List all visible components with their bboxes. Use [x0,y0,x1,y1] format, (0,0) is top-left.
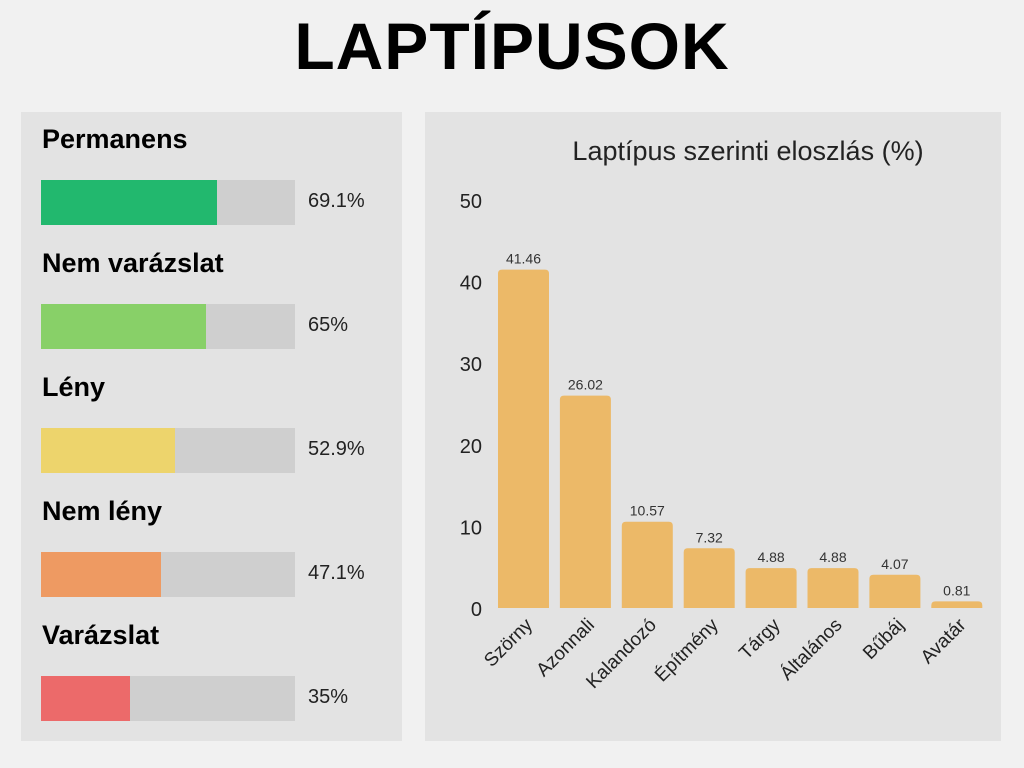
bar [498,269,549,608]
data-label: 10.57 [630,503,665,519]
progress-percent: 52.9% [308,438,365,460]
progress-label: Nem varázslat [42,248,224,278]
progress-bar-fill [41,304,207,349]
data-label: 4.88 [757,549,784,565]
data-label: 7.32 [696,529,723,545]
x-tick-label: Avatár [917,614,971,668]
chart-panel: Laptípus szerinti eloszlás (%) 0 10 20 30 40… [425,112,1001,741]
bar [683,548,735,608]
progress-bar-track [41,552,295,597]
progress-percent: 65% [308,314,349,336]
bar [559,395,611,608]
progress-panel: Permanens 69.1% Nem varázslat 65% Lény 52.9% N… [21,112,402,741]
page-title: LAPTÍPUSOK [294,9,730,83]
progress-bar-fill [41,428,176,473]
data-label: 4.07 [881,556,908,572]
bar [807,568,859,608]
progress-bar-track [41,428,295,473]
progress-bar-fill [41,552,161,597]
progress-bar-track [41,304,295,349]
progress-bar-fill [41,676,130,721]
bar [869,574,921,608]
progress-percent: 47.1% [308,562,365,584]
x-tick-label: Építmény [651,614,723,686]
y-tick-label: 50 [460,191,482,213]
data-label: 0.81 [943,582,970,598]
x-tick-label: Általános [776,615,846,685]
y-tick-label: 20 [460,436,482,458]
progress-bar-track [41,676,295,721]
progress-label: Nem lény [42,496,163,526]
y-tick-label: 30 [460,354,482,376]
y-tick-label: 0 [471,599,482,621]
progress-bar-track [41,180,295,225]
bar [745,568,797,608]
y-tick-label: 40 [460,273,482,295]
x-tick-label: Szörny [480,614,537,671]
progress-label: Permanens [42,124,188,154]
x-tick-label: Tárgy [735,614,785,664]
data-label: 26.02 [568,377,603,393]
progress-label: Varázslat [42,620,160,650]
x-tick-label: Bűbáj [859,615,908,664]
bar [931,601,983,608]
progress-percent: 35% [308,686,349,708]
data-label: 4.88 [819,549,846,565]
progress-bar-fill [41,180,217,225]
bar-chart: 0102030405041.46Szörny26.02Azonnali10.57… [460,191,983,693]
data-label: 41.46 [506,251,541,267]
progress-percent: 69.1% [308,190,365,212]
progress-label: Lény [42,372,106,402]
y-tick-label: 10 [460,517,482,539]
chart-title: Laptípus szerinti eloszlás (%) [572,136,924,166]
bar [621,521,673,608]
